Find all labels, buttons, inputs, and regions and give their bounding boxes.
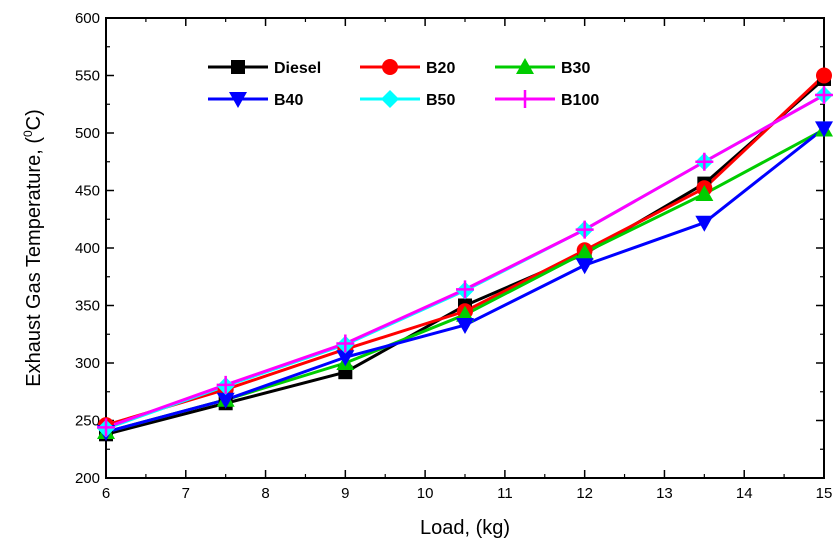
series-line-b20 [105, 74, 826, 427]
legend-marker [382, 59, 398, 75]
legend-marker [516, 58, 534, 74]
data-point-b30 [695, 184, 714, 201]
x-tick-label: 8 [261, 485, 269, 502]
legend-label: B20 [426, 60, 455, 77]
y-tick-label: 500 [75, 125, 100, 142]
x-tick-label: 9 [341, 485, 349, 502]
data-point-b30 [575, 243, 594, 260]
legend-marker [231, 60, 245, 74]
y-tick-label: 350 [75, 298, 100, 315]
y-tick-label: 300 [75, 355, 100, 372]
data-point-b100 [575, 220, 594, 239]
data-point-b40 [216, 392, 235, 409]
data-point-b40 [695, 215, 714, 232]
data-point-b100 [216, 375, 235, 394]
legend-item-b20: B20 [360, 59, 455, 77]
data-point-b40 [815, 121, 833, 138]
legend-item-b30: B30 [495, 58, 590, 77]
data-point-b100 [815, 86, 833, 105]
legend-label: B30 [561, 60, 590, 77]
y-tick-label: 250 [75, 413, 100, 430]
y-axis-title-unit: C) [23, 109, 45, 130]
y-tick-label: 200 [75, 470, 100, 487]
x-tick-label: 13 [656, 485, 673, 502]
x-tick-label: 15 [816, 485, 833, 502]
legend-label: B100 [561, 92, 599, 109]
legend-label: B40 [274, 92, 303, 109]
y-tick-label: 450 [75, 183, 100, 200]
axis-ticks [105, 17, 825, 479]
series-lines [105, 74, 826, 436]
legend-item-b100: B100 [495, 90, 599, 109]
legend-item-diesel: Diesel [208, 60, 321, 77]
data-point-b100 [695, 152, 714, 171]
legend-label: Diesel [274, 60, 321, 77]
legend-item-b50: B50 [360, 90, 455, 109]
data-point-b40 [336, 350, 355, 367]
legend: Diesel B20 B30 B40 B50 B100 [208, 58, 599, 109]
data-point-b40 [575, 258, 594, 275]
x-tick-label: 12 [576, 485, 593, 502]
axis-tick-labels: 6 7 8 9 10 11 12 13 14 15 200 250 300 350 400 450 500 550… [75, 10, 832, 502]
legend-marker [516, 90, 534, 108]
plot-frame [105, 17, 825, 479]
data-point-b20 [816, 67, 832, 84]
x-tick-label: 6 [102, 485, 110, 502]
data-point-b100 [336, 334, 355, 353]
legend-label: B50 [426, 92, 455, 109]
y-axis-title-main: Exhaust Gas Temperature, ( [23, 137, 45, 387]
legend-marker [381, 90, 399, 108]
x-tick-label: 7 [182, 485, 190, 502]
series-markers [97, 67, 833, 442]
y-axis-title-superscript: 0 [21, 130, 35, 137]
x-tick-label: 10 [417, 485, 434, 502]
legend-marker [229, 92, 247, 108]
series-line-diesel [105, 77, 825, 436]
series-line-b100 [105, 93, 825, 429]
legend-item-b40: B40 [208, 92, 303, 109]
x-tick-label: 11 [497, 485, 513, 502]
data-point-b100 [456, 280, 474, 299]
y-axis-title: Exhaust Gas Temperature, (0C) [21, 109, 45, 387]
series-line-b50 [105, 93, 825, 430]
y-tick-label: 400 [75, 240, 100, 257]
data-point-b30 [456, 305, 474, 322]
data-point-b40 [456, 318, 474, 335]
x-axis-title: Load, (kg) [420, 517, 510, 539]
y-tick-label: 550 [75, 68, 100, 85]
y-tick-label: 600 [75, 10, 100, 27]
data-point-b100 [97, 418, 115, 437]
x-tick-label: 14 [736, 485, 753, 502]
